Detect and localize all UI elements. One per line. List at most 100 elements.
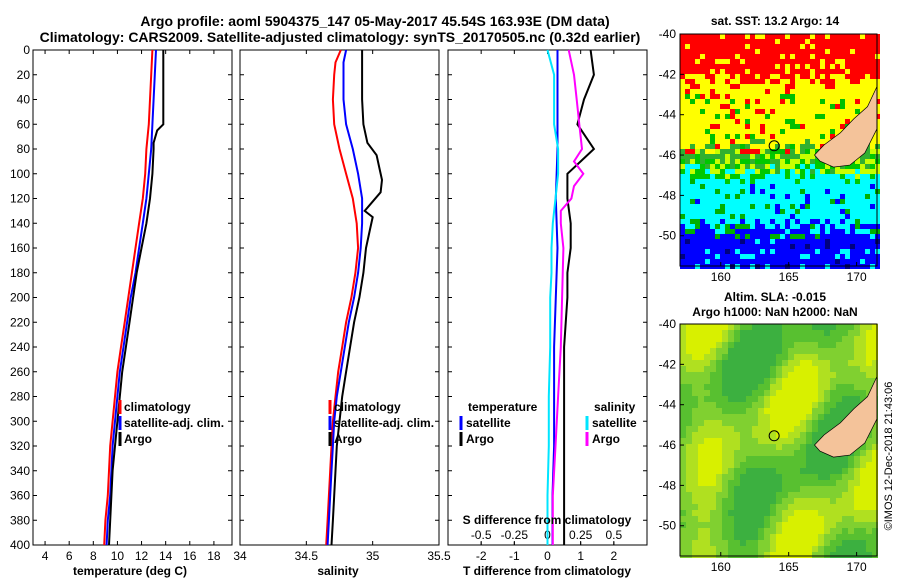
map-cell (845, 214, 850, 219)
map-cell (770, 224, 775, 229)
map-cell (815, 44, 820, 49)
map-cell (810, 69, 815, 74)
map-cell (795, 234, 800, 239)
map-cell (840, 44, 845, 49)
map-cell (794, 522, 800, 528)
map-cell (770, 109, 775, 114)
map-cell (680, 64, 685, 69)
map-cell (722, 534, 728, 540)
map-cell (865, 169, 870, 174)
map-cell (866, 486, 872, 492)
map-cell (845, 89, 850, 94)
map-cell (800, 254, 805, 259)
map-cell (746, 444, 752, 450)
sst-map-frame (679, 33, 878, 267)
map-cell (806, 540, 812, 546)
map-cell (845, 199, 850, 204)
map-cell (820, 259, 825, 264)
map-cell (806, 330, 812, 336)
map-cell (760, 239, 765, 244)
map-cell (700, 154, 705, 159)
map-cell (715, 114, 720, 119)
map-cell (780, 194, 785, 199)
map-cell (824, 492, 830, 498)
map-y-tick-label: -46 (659, 438, 677, 452)
map-cell (835, 44, 840, 49)
map-cell (840, 189, 845, 194)
map-cell (795, 179, 800, 184)
map-cell (770, 330, 776, 336)
map-cell (785, 219, 790, 224)
map-cell (755, 79, 760, 84)
map-cell (854, 348, 860, 354)
map-cell (725, 224, 730, 229)
map-cell (700, 199, 705, 204)
map-cell (740, 420, 746, 426)
map-cell (680, 164, 685, 169)
map-cell (760, 49, 765, 54)
map-cell (764, 492, 770, 498)
map-cell (776, 492, 782, 498)
map-cell (722, 324, 728, 330)
map-cell (716, 378, 722, 384)
map-cell (795, 119, 800, 124)
map-cell (836, 324, 842, 330)
map-cell (815, 199, 820, 204)
map-cell (806, 378, 812, 384)
map-cell (698, 498, 704, 504)
map-cell (686, 516, 692, 522)
map-cell (750, 129, 755, 134)
map-cell (776, 480, 782, 486)
map-cell (740, 159, 745, 164)
salinity-panel-frame (239, 49, 440, 546)
map-cell (770, 189, 775, 194)
map-cell (740, 79, 745, 84)
map-cell (745, 119, 750, 124)
map-cell (815, 179, 820, 184)
map-cell (848, 366, 854, 372)
map-cell (812, 504, 818, 510)
map-cell (722, 468, 728, 474)
map-cell (845, 119, 850, 124)
map-cell (775, 179, 780, 184)
map-cell (690, 54, 695, 59)
map-cell (710, 144, 715, 149)
map-cell (825, 64, 830, 69)
map-cell (690, 124, 695, 129)
map-cell (692, 552, 698, 558)
map-cell (836, 540, 842, 546)
map-cell (795, 154, 800, 159)
map-cell (830, 189, 835, 194)
map-cell (764, 348, 770, 354)
map-cell (866, 372, 872, 378)
map-cell (710, 414, 716, 420)
map-cell (700, 74, 705, 79)
map-cell (758, 348, 764, 354)
map-cell (685, 154, 690, 159)
map-cell (854, 456, 860, 462)
map-cell (795, 139, 800, 144)
map-cell (810, 209, 815, 214)
map-cell (765, 219, 770, 224)
map-cell (794, 378, 800, 384)
map-cell (825, 119, 830, 124)
map-cell (710, 354, 716, 360)
map-cell (860, 390, 866, 396)
map-cell (765, 249, 770, 254)
map-cell (866, 534, 872, 540)
map-cell (806, 504, 812, 510)
map-cell (842, 414, 848, 420)
map-cell (840, 249, 845, 254)
map-cell (700, 34, 705, 39)
map-cell (855, 164, 860, 169)
map-cell (680, 498, 686, 504)
map-cell (775, 64, 780, 69)
map-cell (850, 229, 855, 234)
map-cell (715, 64, 720, 69)
map-cell (815, 84, 820, 89)
map-cell (850, 69, 855, 74)
map-cell (725, 219, 730, 224)
map-cell (782, 540, 788, 546)
map-cell (824, 426, 830, 432)
map-cell (830, 229, 835, 234)
